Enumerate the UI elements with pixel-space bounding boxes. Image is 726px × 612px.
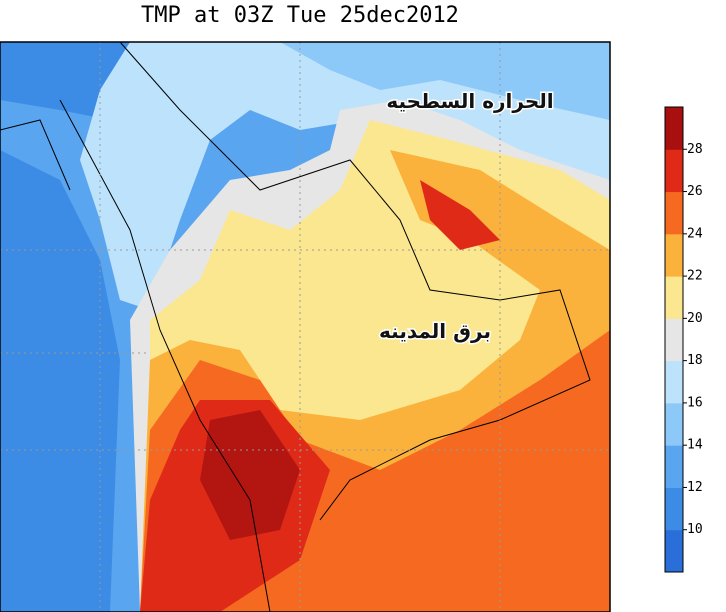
- colorbar-tick-label: 28: [687, 142, 703, 157]
- colorbar-tick-label: 20: [687, 311, 703, 326]
- map-label: الحراره السطحيه: [386, 89, 553, 113]
- colorbar-band: [665, 191, 683, 235]
- colorbar: 10 12 14 16 18 20 22 24 26 28: [664, 106, 703, 573]
- colorbar-tick-label: 16: [687, 395, 703, 410]
- colorbar-band: [665, 149, 683, 193]
- map: [0, 41, 611, 612]
- map-label: برق المدينه: [379, 319, 491, 343]
- colorbar-band: [665, 402, 683, 446]
- colorbar-tick-label: 10: [687, 522, 703, 537]
- colorbar-tick-label: 18: [687, 353, 703, 368]
- colorbar-frame: [664, 106, 684, 573]
- colorbar-band: [665, 445, 683, 488]
- colorbar-tick-label: 12: [687, 480, 703, 495]
- colorbar-band: [665, 318, 683, 362]
- colorbar-band: [665, 487, 683, 531]
- colorbar-tick-label: 24: [687, 226, 703, 241]
- colorbar-band: [665, 276, 683, 319]
- colorbar-band: [665, 529, 683, 573]
- colorbar-band: [665, 107, 683, 150]
- title: TMP at 03Z Tue 25dec2012: [141, 3, 459, 28]
- colorbar-tick-label: 26: [687, 184, 703, 199]
- colorbar-band: [665, 233, 683, 277]
- colorbar-band: [665, 360, 683, 404]
- colorbar-tick-label: 14: [687, 438, 703, 453]
- colorbar-tick-label: 22: [687, 269, 703, 284]
